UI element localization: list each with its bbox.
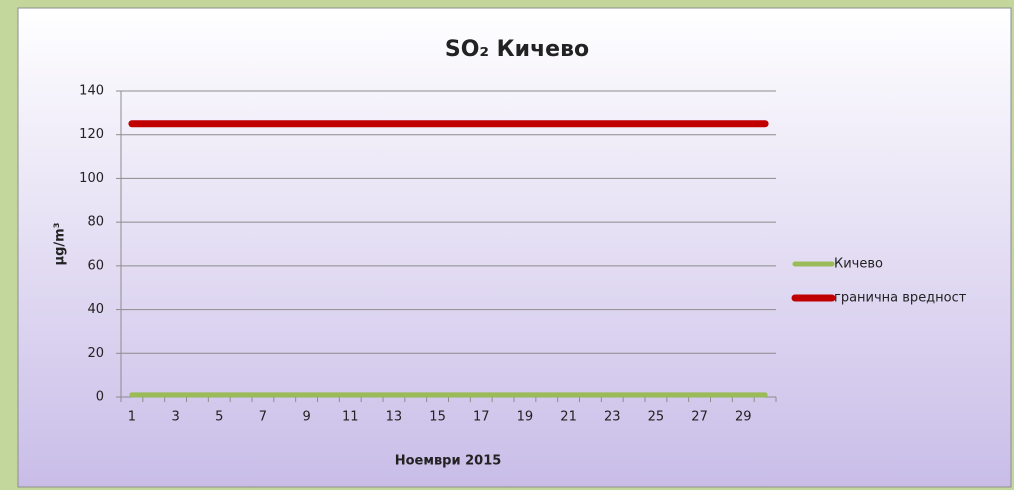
x-tick-label: 5 (215, 410, 223, 425)
x-tick-label: 9 (302, 410, 310, 425)
y-tick-label: 0 (96, 390, 104, 405)
x-tick-label: 27 (691, 410, 708, 425)
x-tick-label: 15 (429, 410, 446, 425)
x-tick-label: 3 (171, 410, 179, 425)
x-tick-label: 25 (648, 410, 665, 425)
y-tick-label: 100 (79, 171, 104, 186)
y-tick-label: 80 (87, 215, 104, 230)
legend-label: Кичево (834, 257, 883, 272)
x-tick-label: 13 (386, 410, 403, 425)
x-tick-label: 19 (517, 410, 534, 425)
x-tick-label: 7 (259, 410, 267, 425)
x-tick-label: 23 (604, 410, 621, 425)
y-tick-label: 40 (87, 302, 104, 317)
chart-title: SO₂ Кичево (445, 37, 589, 62)
x-tick-label: 21 (560, 410, 577, 425)
x-tick-label: 29 (735, 410, 752, 425)
x-tick-label: 1 (128, 410, 136, 425)
x-tick-label: 11 (342, 410, 359, 425)
y-tick-label: 140 (79, 84, 104, 99)
chart-area (17, 7, 1012, 488)
x-tick-label: 17 (473, 410, 490, 425)
y-axis-title: μg/m³ (53, 223, 68, 266)
y-tick-label: 120 (79, 127, 104, 142)
y-tick-label: 20 (87, 346, 104, 361)
legend-label: гранична вредност (834, 291, 967, 306)
x-axis-title: Ноември 2015 (395, 454, 502, 469)
y-tick-label: 60 (87, 258, 104, 273)
